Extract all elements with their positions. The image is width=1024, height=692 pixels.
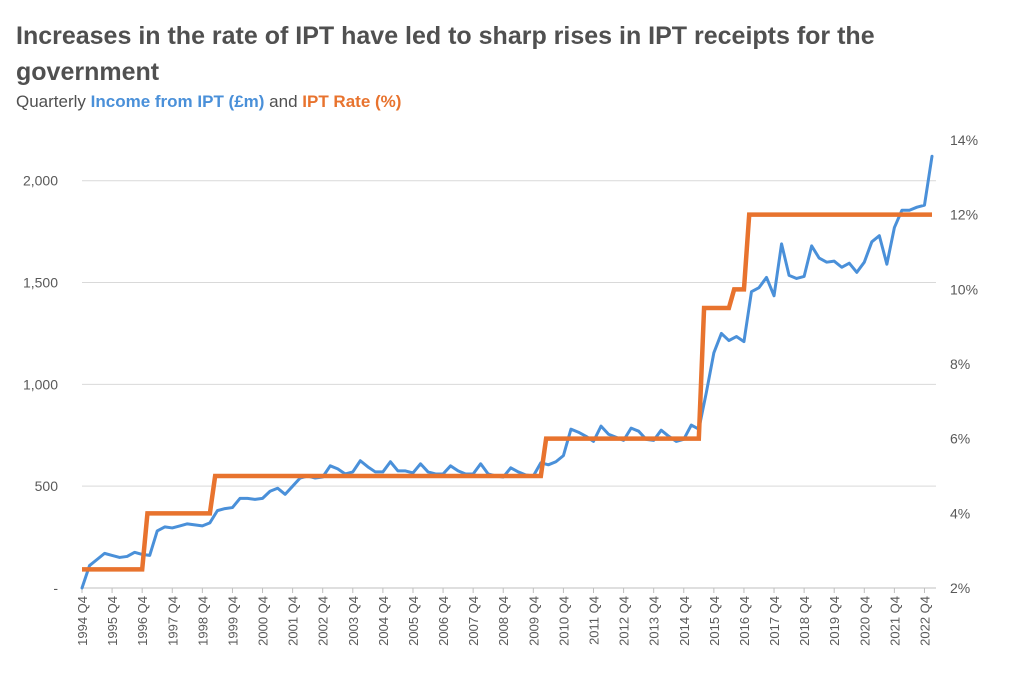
x-tick-label: 1997 Q4 bbox=[165, 596, 180, 646]
x-tick-label: 2010 Q4 bbox=[556, 596, 571, 646]
chart-title: Increases in the rate of IPT have led to… bbox=[16, 22, 875, 86]
y-right-tick-label: 2% bbox=[950, 580, 970, 596]
series-income-line bbox=[80, 154, 934, 590]
x-tick-label: 1999 Q4 bbox=[225, 596, 240, 646]
legend-rate: IPT Rate (%) bbox=[302, 92, 402, 111]
subtitle-mid: and bbox=[264, 92, 303, 111]
x-tick-label: 2021 Q4 bbox=[887, 596, 902, 646]
y-right-tick-label: 6% bbox=[950, 431, 970, 447]
x-tick-label: 2014 Q4 bbox=[677, 596, 692, 646]
x-tick-label: 2011 Q4 bbox=[587, 596, 602, 645]
x-tick-label: 1998 Q4 bbox=[195, 596, 210, 646]
x-tick-label: 2020 Q4 bbox=[857, 596, 872, 646]
subtitle-prefix: Quarterly bbox=[16, 92, 91, 111]
y-left-tick-label: 1,500 bbox=[23, 275, 58, 291]
x-tick-label: 2002 Q4 bbox=[316, 596, 331, 646]
x-tick-label: 2008 Q4 bbox=[496, 596, 511, 646]
y-left-tick-label: - bbox=[53, 580, 58, 596]
x-tick-label: 2015 Q4 bbox=[707, 596, 722, 646]
x-tick-label: 2000 Q4 bbox=[256, 596, 271, 646]
x-tick-label: 2001 Q4 bbox=[286, 596, 301, 646]
y-right-tick-label: 4% bbox=[950, 505, 970, 521]
x-tick-label: 2022 Q4 bbox=[917, 596, 932, 646]
chart-subtitle: Quarterly Income from IPT (£m) and IPT R… bbox=[16, 92, 401, 112]
y-right-tick-label: 10% bbox=[950, 281, 978, 297]
y-left-tick-label: 1,000 bbox=[23, 376, 58, 392]
y-right-tick-label: 12% bbox=[950, 207, 978, 223]
y-right-tick-label: 8% bbox=[950, 356, 970, 372]
x-tick-label: 2009 Q4 bbox=[526, 596, 541, 646]
x-tick-label: 2017 Q4 bbox=[767, 596, 782, 646]
x-tick-label: 2007 Q4 bbox=[466, 596, 481, 646]
x-tick-label: 2006 Q4 bbox=[436, 596, 451, 646]
series-rate-line bbox=[81, 212, 932, 572]
y-left-tick-label: 500 bbox=[35, 478, 59, 494]
x-tick-label: 2004 Q4 bbox=[376, 596, 391, 646]
x-tick-label: 2018 Q4 bbox=[797, 596, 812, 646]
x-tick-label: 1995 Q4 bbox=[105, 596, 120, 646]
x-tick-label: 2019 Q4 bbox=[827, 596, 842, 646]
x-tick-label: 2005 Q4 bbox=[406, 596, 421, 646]
x-tick-label: 2013 Q4 bbox=[647, 596, 662, 646]
x-tick-label: 1994 Q4 bbox=[75, 596, 90, 646]
x-tick-label: 2003 Q4 bbox=[346, 596, 361, 646]
x-tick-label: 2016 Q4 bbox=[737, 596, 752, 646]
x-tick-label: 2012 Q4 bbox=[617, 596, 632, 646]
x-tick-label: 1996 Q4 bbox=[135, 596, 150, 646]
legend-income: Income from IPT (£m) bbox=[90, 92, 265, 111]
y-left-tick-label: 2,000 bbox=[23, 173, 58, 189]
y-right-tick-label: 14% bbox=[950, 132, 978, 148]
